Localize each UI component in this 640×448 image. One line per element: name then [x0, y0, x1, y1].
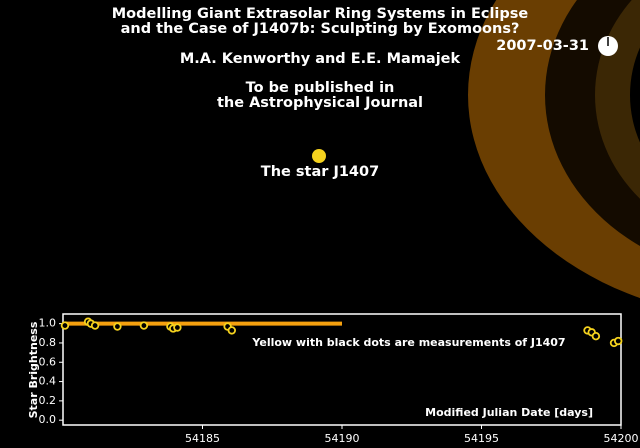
title-line: and the Case of J1407b: Sculpting by Exo…: [121, 21, 520, 37]
title-line: Modelling Giant Extrasolar Ring Systems …: [112, 6, 529, 22]
x-axis-label: Modified Julian Date [days]: [425, 406, 593, 419]
y-tick-label: 1.0: [39, 317, 57, 330]
clock-icon: [598, 36, 618, 56]
measurement: [60, 321, 70, 330]
y-tick-label: 0.6: [39, 355, 57, 368]
y-tick-label: 0.8: [39, 336, 57, 349]
y-tick-label: 0.2: [39, 394, 57, 407]
measurement: [139, 321, 149, 330]
x-tick-label: 54190: [325, 432, 360, 445]
x-tick-label: 54200: [604, 432, 639, 445]
measurement: [173, 323, 182, 332]
y-tick-label: 0.4: [39, 375, 57, 388]
star: [312, 149, 326, 163]
measurement: [614, 336, 623, 346]
annotation: Yellow with black dots are measurements …: [251, 336, 565, 349]
measurement: [227, 326, 236, 335]
measurement: [90, 321, 100, 330]
publication: To be published in: [246, 80, 395, 96]
y-axis-label: Star Brightness: [27, 321, 40, 418]
x-tick-label: 54195: [464, 432, 499, 445]
y-tick-label: 0.0: [39, 413, 57, 426]
date: 2007-03-31: [496, 38, 589, 54]
publication: the Astrophysical Journal: [217, 95, 423, 111]
star-label: The star J1407: [261, 164, 379, 180]
measurement: [591, 332, 601, 341]
x-tick-label: 54185: [185, 432, 220, 445]
authors: M.A. Kenworthy and E.E. Mamajek: [180, 51, 461, 67]
measurement: [113, 322, 122, 331]
